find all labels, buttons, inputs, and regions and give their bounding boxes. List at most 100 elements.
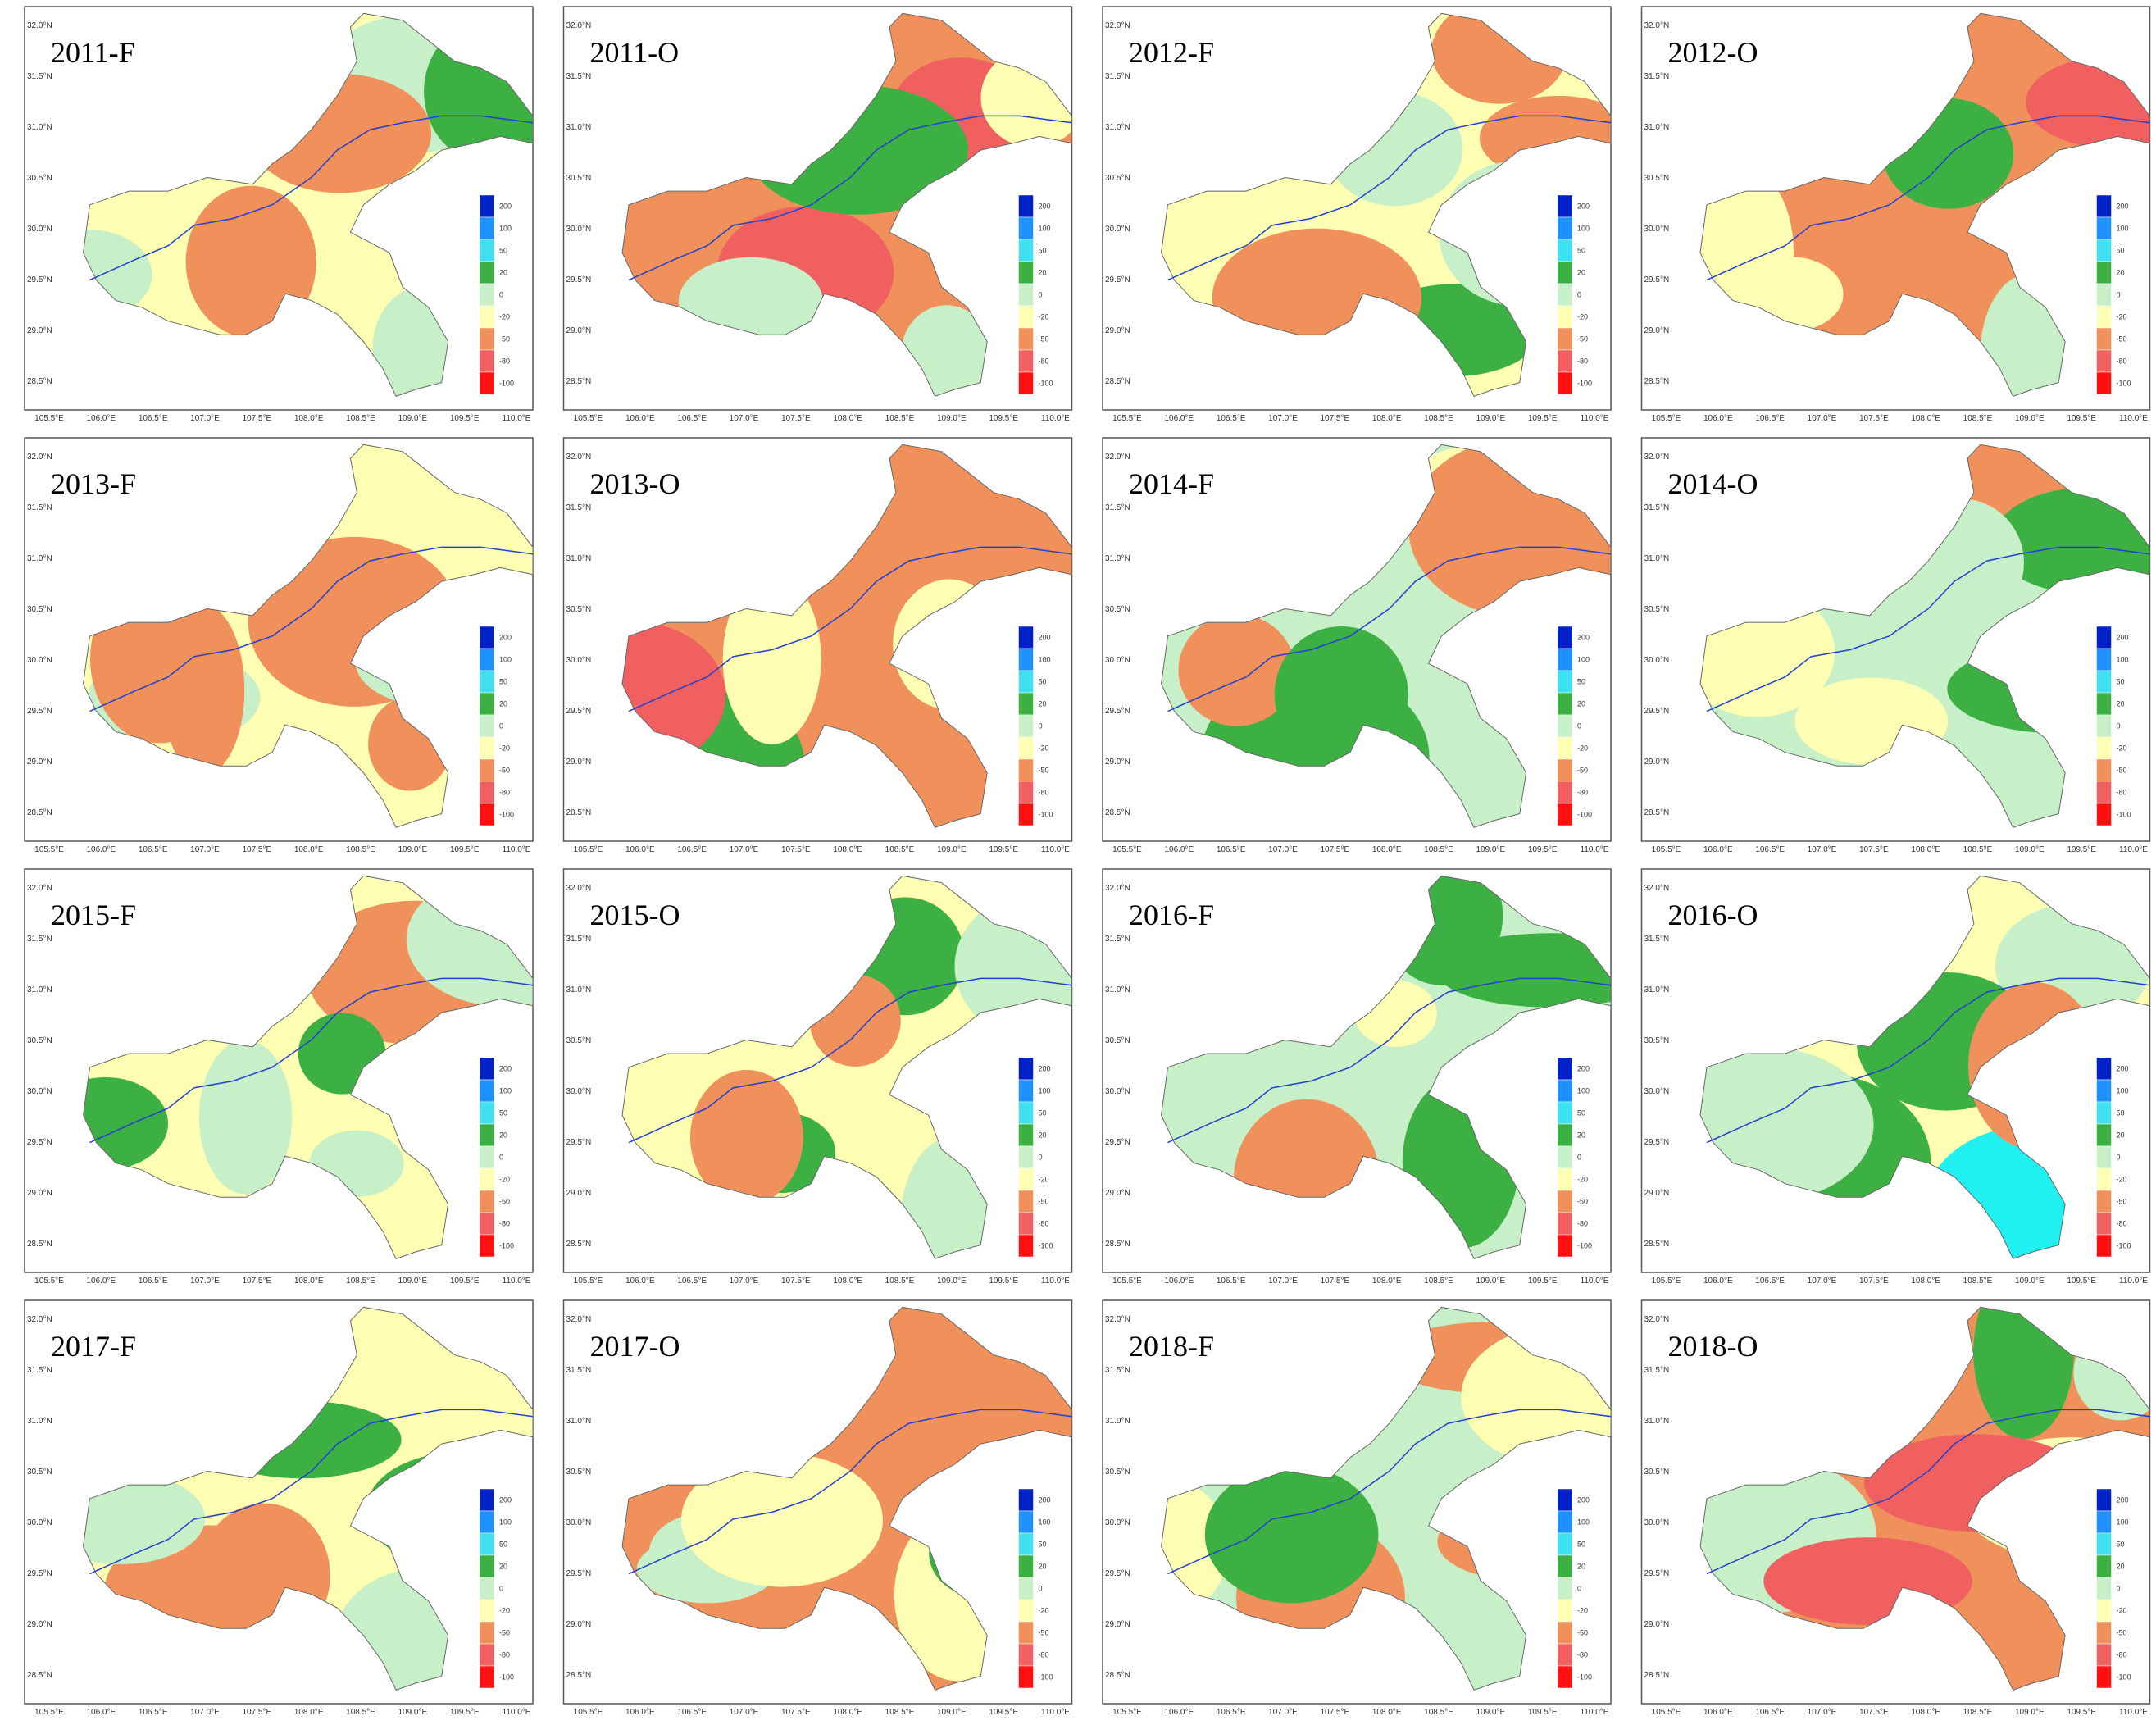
lon-label: 105.5°E: [1112, 1277, 1142, 1286]
legend-label: -100: [1039, 811, 1053, 819]
region-outline: [83, 12, 534, 397]
legend-swatch: [1018, 1510, 1034, 1534]
river: [1706, 115, 2150, 281]
contour-blob: [954, 889, 1072, 1044]
legend-swatch: [2096, 261, 2112, 284]
legend-label: 200: [2117, 203, 2129, 211]
lat-label: 30.0°N: [1105, 225, 1130, 234]
lat-label: 29.0°N: [1644, 758, 1670, 767]
lon-label: 106.0°E: [1703, 1708, 1733, 1717]
lat-label: 30.5°N: [27, 1468, 52, 1477]
lat-label: 30.5°N: [27, 174, 52, 183]
legend-swatch: [1557, 1665, 1573, 1689]
map-panel: 2012-O 32.0°N 31.5°N 31.0°N 30.5°N 30.0°N 29.5…: [1640, 6, 2151, 423]
lat-label: 28.5°N: [27, 808, 52, 817]
lon-label: 108.5°E: [885, 845, 915, 854]
lat-label: 29.0°N: [1105, 326, 1130, 335]
lon-label: 107.5°E: [1320, 1277, 1349, 1286]
legend-swatch: [1557, 758, 1573, 782]
legend-swatch: [1018, 1577, 1034, 1600]
region-outline: [1161, 1306, 1612, 1691]
lon-label: 109.5°E: [989, 845, 1018, 854]
lat-label: 29.0°N: [27, 1189, 52, 1198]
river: [89, 977, 534, 1144]
legend-label: 100: [1039, 225, 1051, 233]
lon-label: 110.0°E: [2119, 1277, 2148, 1286]
lon-label: 105.5°E: [574, 1277, 603, 1286]
legend-swatch: [1557, 1123, 1573, 1147]
legend-swatch: [1557, 670, 1573, 694]
lat-label: 29.5°N: [1105, 275, 1130, 284]
legend-label: 20: [1577, 700, 1585, 708]
lon-label: 109.5°E: [989, 1277, 1018, 1286]
lat-label: 30.0°N: [1644, 656, 1670, 665]
lon-label: 108.5°E: [346, 414, 375, 423]
lon-label: 109.0°E: [2015, 1277, 2045, 1286]
lon-label: 106.0°E: [1164, 1277, 1194, 1286]
lon-label: 110.0°E: [1581, 1277, 1609, 1286]
lat-label: 28.5°N: [566, 1671, 592, 1680]
lon-label: 107.5°E: [1320, 845, 1349, 854]
legend-swatch: [1557, 216, 1573, 240]
lat-label: 29.5°N: [566, 275, 592, 284]
lon-label: 107.5°E: [242, 414, 271, 423]
legend-label: 200: [2117, 634, 2129, 642]
lon-label: 106.5°E: [677, 1277, 707, 1286]
legend-swatch: [1018, 648, 1034, 671]
lon-label: 109.0°E: [398, 1277, 427, 1286]
region-fill: [1700, 1307, 2150, 1691]
legend-swatch: [1557, 239, 1573, 262]
legend-swatch: [1557, 1234, 1573, 1258]
legend-label: -20: [499, 744, 510, 753]
lon-label: 107.0°E: [730, 1277, 759, 1286]
legend-label: 200: [2117, 1065, 2129, 1073]
lat-label: 29.0°N: [566, 758, 592, 767]
legend-label: 0: [1039, 722, 1043, 731]
legend-label: 100: [1039, 1518, 1051, 1527]
legend-label: -100: [1577, 380, 1592, 388]
legend-label: 100: [1039, 656, 1051, 664]
legend-label: -100: [499, 1242, 514, 1250]
lon-label: 108.5°E: [346, 845, 375, 854]
contour-blob: [161, 604, 245, 776]
lat-label: 29.0°N: [566, 326, 592, 335]
lon-label: 109.5°E: [450, 414, 480, 423]
legend-label: 200: [1577, 1065, 1590, 1073]
legend-swatch: [1018, 1554, 1034, 1578]
legend-label: -80: [1577, 1220, 1588, 1228]
legend-swatch: [479, 648, 495, 671]
legend-label: -80: [2117, 1651, 2127, 1659]
legend-swatch: [479, 1510, 495, 1534]
legend-swatch: [1018, 1234, 1034, 1258]
map-panel: 2013-F 32.0°N 31.5°N 31.0°N 30.5°N 30.0°N 29.5…: [24, 437, 534, 854]
lat-label: 30.5°N: [1105, 605, 1130, 614]
legend-label: 20: [499, 269, 507, 277]
lon-label: 107.0°E: [730, 1708, 759, 1717]
lon-label: 109.0°E: [1476, 414, 1505, 423]
legend-label: -50: [1577, 335, 1588, 344]
legend-swatch: [1557, 371, 1573, 395]
map-panel: 2017-O 32.0°N 31.5°N 31.0°N 30.5°N 30.0°N 29.5…: [562, 1299, 1073, 1717]
lon-label: 108.5°E: [1424, 845, 1453, 854]
lat-label: 30.5°N: [1105, 1468, 1130, 1477]
contour-blob: [1973, 1307, 2074, 1440]
lon-label: 106.0°E: [86, 1708, 116, 1717]
legend-label: 100: [1039, 1087, 1051, 1095]
lat-label: 32.0°N: [566, 21, 592, 30]
region-outline: [1161, 444, 1612, 828]
region-outline: [1699, 444, 2150, 828]
legend-swatch: [479, 1577, 495, 1600]
map-panel: 2017-F 32.0°N 31.5°N 31.0°N 30.5°N 30.0°N 29.5…: [24, 1299, 534, 1717]
lon-label: 108.5°E: [885, 1277, 915, 1286]
legend-label: 200: [1577, 1496, 1590, 1504]
legend-swatch: [2096, 1234, 2112, 1258]
lat-label: 30.5°N: [27, 605, 52, 614]
panel-title: 2018-F: [1129, 1330, 1214, 1363]
legend-label: 0: [1039, 291, 1043, 299]
legend-swatch: [1018, 1532, 1034, 1556]
lat-label: 28.5°N: [566, 808, 592, 817]
contour-blob: [1161, 1481, 1230, 1613]
legend-label: 50: [1039, 1109, 1047, 1117]
lat-label: 29.5°N: [27, 707, 52, 716]
lon-label: 109.0°E: [1476, 845, 1505, 854]
